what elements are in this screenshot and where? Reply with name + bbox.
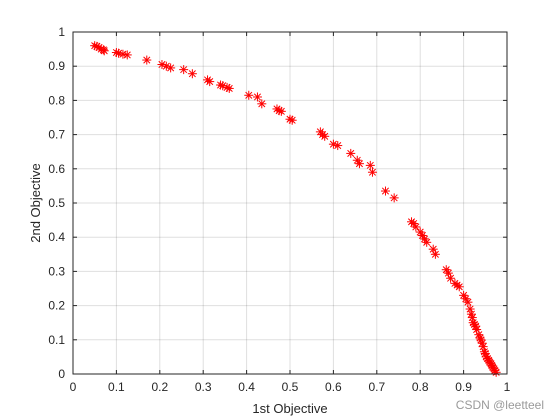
y-axis-label: 2nd Objective [28, 163, 43, 243]
data-point [142, 55, 152, 65]
x-tick-label: 0.2 [151, 380, 168, 394]
data-point [354, 159, 364, 169]
data-point [179, 65, 189, 75]
data-point [491, 367, 501, 377]
data-point [99, 46, 109, 56]
data-point [430, 249, 440, 259]
data-point [346, 148, 356, 158]
x-tick-label: 0.4 [238, 380, 255, 394]
data-point [463, 297, 473, 307]
x-tick-label: 0.5 [282, 380, 299, 394]
data-point [320, 131, 330, 141]
data-point [244, 90, 254, 100]
y-tick-label: 0.2 [48, 299, 65, 313]
x-tick-label: 0 [70, 380, 77, 394]
x-tick-label: 0.1 [108, 380, 125, 394]
y-tick-labels: 0 0.1 0.2 0.3 0.4 0.5 0.6 0.7 0.8 0.9 1 [48, 25, 65, 381]
data-point [367, 167, 377, 177]
y-tick-label: 1 [58, 25, 65, 39]
data-point [205, 77, 215, 87]
data-point [380, 186, 390, 196]
data-point [287, 115, 297, 125]
data-point [422, 237, 432, 247]
y-tick-label: 0.5 [48, 196, 65, 210]
y-tick-label: 0.6 [48, 162, 65, 176]
x-tick-label: 0.8 [412, 380, 429, 394]
data-point [276, 106, 286, 116]
y-tick-label: 0.1 [48, 333, 65, 347]
axis-ticks [72, 31, 508, 375]
data-point [454, 282, 464, 292]
x-tick-label: 0.7 [368, 380, 385, 394]
data-point [122, 50, 132, 60]
data-point [224, 83, 234, 93]
plot-area-background [73, 32, 507, 374]
x-tick-label: 0.9 [455, 380, 472, 394]
data-point [411, 222, 421, 232]
data-point [333, 141, 343, 151]
x-tick-label: 0.3 [195, 380, 212, 394]
data-markers [90, 41, 501, 377]
data-point [257, 99, 267, 109]
x-axis-label: 1st Objective [252, 401, 327, 416]
x-tick-label: 0.6 [325, 380, 342, 394]
data-point [252, 92, 262, 102]
data-point [389, 193, 399, 203]
data-point [365, 160, 375, 170]
y-tick-label: 0.7 [48, 128, 65, 142]
x-tick-label: 1 [504, 380, 511, 394]
y-tick-label: 0.4 [48, 230, 65, 244]
data-point [187, 69, 197, 79]
x-tick-labels: 0 0.1 0.2 0.3 0.4 0.5 0.6 0.7 0.8 0.9 1 [70, 380, 511, 394]
data-point [446, 273, 456, 283]
data-point [465, 304, 475, 314]
data-point [166, 63, 176, 73]
watermark-text: CSDN @leetteel [455, 398, 544, 412]
y-tick-label: 0.8 [48, 93, 65, 107]
y-tick-label: 0.3 [48, 264, 65, 278]
data-point [478, 342, 488, 352]
y-tick-label: 0.9 [48, 59, 65, 73]
y-tick-label: 0 [58, 367, 65, 381]
